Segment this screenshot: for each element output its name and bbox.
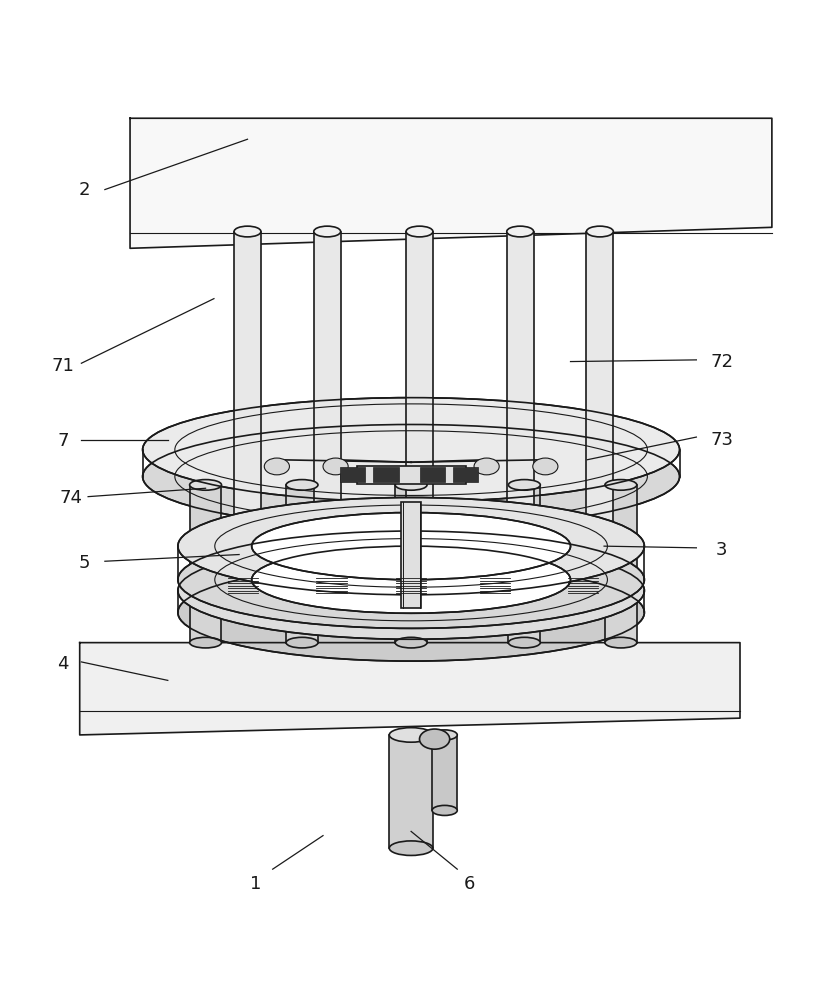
Ellipse shape: [406, 226, 433, 237]
Ellipse shape: [586, 549, 613, 560]
Ellipse shape: [605, 480, 637, 490]
Ellipse shape: [252, 546, 571, 613]
Polygon shape: [80, 643, 740, 735]
Ellipse shape: [507, 549, 534, 560]
Ellipse shape: [143, 424, 680, 529]
Polygon shape: [406, 232, 433, 555]
Ellipse shape: [234, 226, 261, 237]
Polygon shape: [395, 485, 427, 643]
Ellipse shape: [178, 497, 644, 595]
Text: 4: 4: [57, 655, 69, 673]
Polygon shape: [234, 232, 261, 555]
Ellipse shape: [178, 531, 644, 628]
Polygon shape: [373, 467, 399, 482]
Polygon shape: [389, 735, 433, 848]
Ellipse shape: [533, 458, 558, 475]
Ellipse shape: [314, 226, 341, 237]
Polygon shape: [453, 467, 478, 482]
Ellipse shape: [314, 549, 341, 560]
Polygon shape: [130, 118, 772, 248]
Ellipse shape: [234, 549, 261, 560]
Polygon shape: [432, 735, 457, 810]
Ellipse shape: [143, 398, 680, 502]
Ellipse shape: [252, 513, 571, 580]
Polygon shape: [605, 485, 637, 643]
Text: 6: 6: [464, 875, 476, 893]
Ellipse shape: [508, 637, 540, 648]
Ellipse shape: [190, 480, 221, 490]
Polygon shape: [357, 466, 466, 484]
Ellipse shape: [432, 730, 457, 740]
Text: 2: 2: [78, 181, 90, 199]
Ellipse shape: [264, 458, 289, 475]
Polygon shape: [586, 232, 613, 555]
Text: 7: 7: [57, 432, 69, 450]
Polygon shape: [420, 467, 445, 482]
Text: 71: 71: [51, 357, 75, 375]
Text: 74: 74: [60, 489, 83, 507]
Polygon shape: [314, 232, 341, 555]
Ellipse shape: [507, 226, 534, 237]
Ellipse shape: [474, 458, 499, 475]
Ellipse shape: [389, 841, 433, 855]
Text: 73: 73: [710, 431, 733, 449]
Ellipse shape: [286, 480, 318, 490]
Ellipse shape: [406, 549, 433, 560]
Text: 1: 1: [250, 875, 262, 893]
Ellipse shape: [178, 542, 644, 639]
Ellipse shape: [395, 637, 427, 648]
Ellipse shape: [286, 637, 318, 648]
Polygon shape: [401, 502, 421, 608]
Ellipse shape: [323, 458, 348, 475]
Ellipse shape: [432, 805, 457, 815]
Ellipse shape: [420, 729, 450, 749]
Ellipse shape: [586, 226, 613, 237]
Ellipse shape: [605, 637, 637, 648]
Polygon shape: [507, 232, 534, 555]
Ellipse shape: [190, 637, 221, 648]
Ellipse shape: [178, 564, 644, 661]
Ellipse shape: [508, 480, 540, 490]
Text: 5: 5: [78, 554, 90, 572]
Polygon shape: [190, 485, 221, 643]
Ellipse shape: [389, 728, 433, 742]
Polygon shape: [286, 485, 318, 643]
Polygon shape: [508, 485, 540, 643]
Ellipse shape: [395, 480, 427, 490]
Text: 3: 3: [716, 541, 727, 559]
Polygon shape: [340, 467, 365, 482]
Text: 72: 72: [710, 353, 733, 371]
